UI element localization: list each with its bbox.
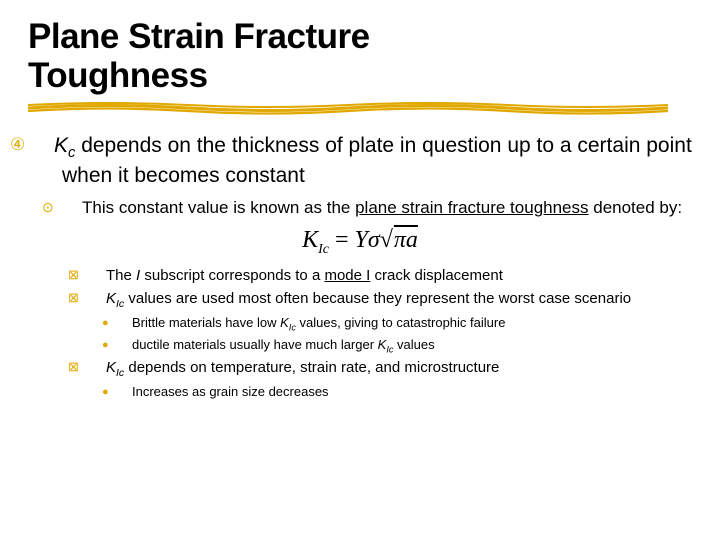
l3c-a: depends on temperature, strain rate, and…: [124, 359, 499, 376]
bullet-level3-b: ⊠KIc values are used most often because …: [88, 289, 692, 311]
y-bullet-icon: ⊙: [64, 198, 82, 216]
slide-title: Plane Strain Fracture Toughness: [28, 18, 692, 95]
title-line-2: Toughness: [28, 56, 208, 95]
l3c-sub: Ic: [116, 367, 124, 379]
formula-sigma: σ: [368, 227, 380, 253]
l1-text: depends on the thickness of plate in que…: [62, 134, 692, 187]
dot-bullet-icon: ●: [118, 316, 132, 331]
bullet-level4-a: ●Brittle materials have low KIc values, …: [118, 314, 692, 334]
formula: KIc = Yσ√πa: [302, 227, 418, 253]
l4a-a: Brittle materials have low: [132, 315, 280, 330]
x-bullet-icon: ⊠: [88, 266, 106, 284]
title-underline: [28, 101, 692, 115]
dot-bullet-icon: ●: [118, 385, 132, 400]
bullet-level3-c: ⊠KIc depends on temperature, strain rate…: [88, 358, 692, 380]
formula-sqrt: √: [380, 227, 393, 253]
bullet-level1: ④Kc depends on the thickness of plate in…: [36, 133, 692, 189]
formula-eq: =: [329, 227, 355, 253]
bullet-level4-b: ●ductile materials usually have much lar…: [118, 336, 692, 356]
title-line-1: Plane Strain Fracture: [28, 17, 370, 56]
kc-k: K: [54, 134, 68, 157]
l3a-ul: mode I: [324, 267, 370, 284]
z-bullet-icon: ④: [36, 134, 54, 155]
formula-pia: πa: [393, 227, 418, 253]
l2-a: This constant value is known as the: [82, 198, 355, 217]
x-bullet-icon: ⊠: [88, 289, 106, 307]
formula-block: KIc = Yσ√πa: [28, 227, 692, 258]
formula-k: K: [302, 227, 318, 253]
l3b-a: values are used most often because they …: [124, 290, 631, 307]
l2-b: denoted by:: [589, 198, 683, 217]
l3b-i1: K: [106, 290, 116, 307]
l3b-sub: Ic: [116, 298, 124, 310]
dot-bullet-icon: ●: [118, 338, 132, 353]
l4a-b: values, giving to catastrophic failure: [296, 315, 506, 330]
l3c-i1: K: [106, 359, 116, 376]
formula-y: Y: [355, 227, 368, 253]
l4a-sub: Ic: [289, 323, 296, 333]
l3a-a: The: [106, 267, 136, 284]
l3a-b: subscript corresponds to a: [144, 267, 324, 284]
formula-ic: Ic: [318, 242, 329, 257]
x-bullet-icon: ⊠: [88, 358, 106, 376]
l4b-b: values: [393, 337, 434, 352]
l4a-i1: K: [280, 315, 289, 330]
bullet-level2: ⊙This constant value is known as the pla…: [64, 197, 692, 219]
l2-ul: plane strain fracture toughness: [355, 198, 588, 217]
bullet-level4-c: ●Increases as grain size decreases: [118, 383, 692, 401]
bullet-level3-a: ⊠The I subscript corresponds to a mode I…: [88, 266, 692, 286]
l4c-a: Increases as grain size decreases: [132, 384, 329, 399]
l4b-a: ductile materials usually have much larg…: [132, 337, 378, 352]
l3a-c: crack displacement: [370, 267, 503, 284]
